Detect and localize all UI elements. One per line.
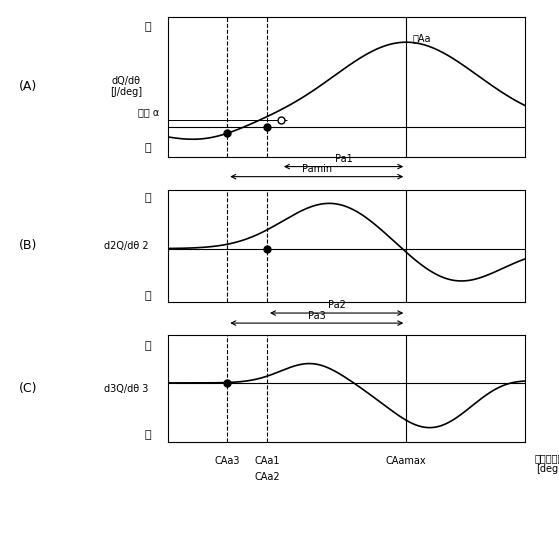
Text: 点Aa: 点Aa	[412, 33, 430, 43]
Text: (B): (B)	[19, 239, 37, 253]
Text: Pa3: Pa3	[308, 311, 326, 321]
Y-axis label: d3Q/dθ 3: d3Q/dθ 3	[104, 383, 148, 394]
Text: 閑値 α: 閑値 α	[139, 107, 160, 117]
Text: クランク角
[deg]: クランク角 [deg]	[534, 453, 559, 475]
Text: 負: 負	[145, 430, 151, 440]
Text: (A): (A)	[19, 80, 37, 93]
Text: 負: 負	[145, 291, 151, 301]
Text: (C): (C)	[18, 382, 37, 395]
Text: Pamin: Pamin	[302, 164, 332, 174]
Text: Pa1: Pa1	[335, 154, 353, 164]
Text: 正: 正	[145, 341, 151, 351]
Text: CAa2: CAa2	[254, 472, 280, 482]
Y-axis label: dQ/dθ
[J/deg]: dQ/dθ [J/deg]	[110, 76, 142, 97]
Text: 正: 正	[145, 193, 151, 203]
Text: CAamax: CAamax	[386, 456, 427, 466]
Text: 正: 正	[145, 22, 151, 31]
Text: CAa3: CAa3	[215, 456, 240, 466]
Text: 負: 負	[145, 143, 151, 153]
Y-axis label: d2Q/dθ 2: d2Q/dθ 2	[104, 241, 148, 251]
Text: CAa1: CAa1	[254, 456, 280, 466]
Text: Pa2: Pa2	[328, 300, 345, 310]
